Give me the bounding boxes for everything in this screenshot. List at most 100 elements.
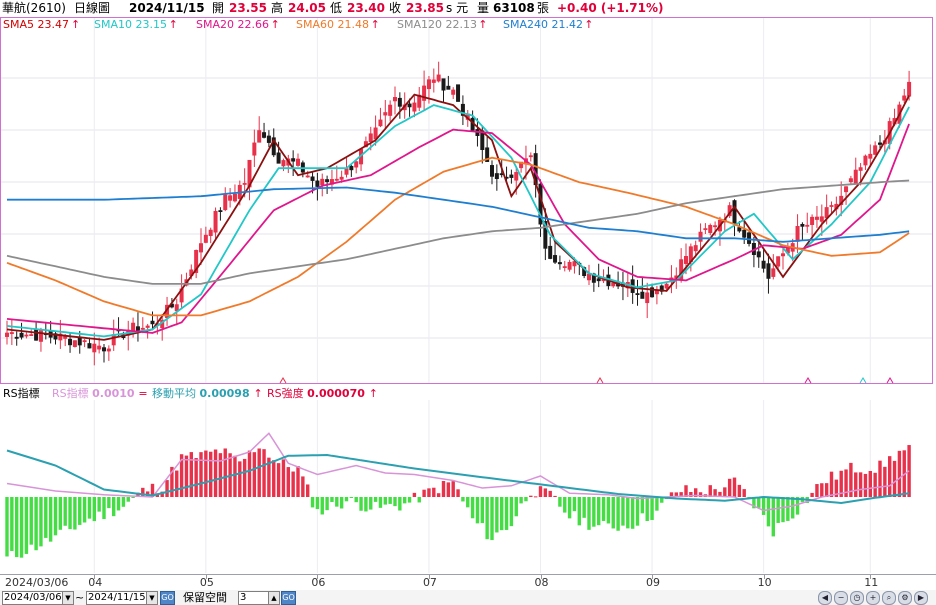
settings-icon[interactable]: ⚙ (898, 591, 912, 605)
rs-bar (286, 467, 290, 497)
candle-body (208, 229, 213, 237)
clock-icon[interactable]: ◷ (850, 591, 864, 605)
candle-body (441, 78, 446, 91)
rs-bar (325, 497, 329, 511)
rs-bar (398, 497, 402, 511)
candle-body (58, 333, 63, 341)
rs-bar (141, 487, 145, 497)
to-date-dropdown-icon[interactable]: ▼ (146, 591, 158, 605)
ma-line-sma5 (6, 93, 910, 341)
rs-bar (369, 497, 373, 510)
candle-body (223, 194, 228, 211)
candle-body (737, 227, 742, 232)
rs-bar (24, 497, 29, 554)
rs-indicator-chart[interactable]: RS指標 RS指標 0.0010 = 移動平均 0.00098 ↑ RS強度 0.00… (0, 384, 936, 574)
candle-body (747, 232, 752, 244)
rs-bar (524, 497, 528, 502)
date-range-tilde: ~ (75, 591, 85, 604)
search-icon[interactable]: ⌕ (882, 591, 896, 605)
rs-strength-bars (5, 445, 911, 558)
candle-body (485, 147, 490, 162)
candle-body (853, 169, 858, 185)
candle-body (732, 200, 737, 224)
rs-index-line (6, 432, 910, 512)
candle-body (344, 168, 349, 175)
candle-body (868, 153, 873, 159)
rs-bar (170, 466, 174, 497)
candle-body (703, 228, 708, 231)
rs-bar (548, 490, 552, 497)
rs-bar (339, 497, 344, 509)
moving-average-lines (6, 93, 910, 341)
rs-bar (73, 497, 77, 530)
candle-body (460, 103, 465, 116)
from-date-select[interactable]: 2024/03/06 (2, 591, 63, 605)
candle-body (810, 216, 815, 225)
candle-body (242, 183, 247, 185)
rs-bar (490, 497, 494, 541)
rs-bar (335, 497, 339, 507)
scroll-left-icon[interactable]: ◀ (818, 591, 832, 605)
rs-bar (373, 497, 378, 502)
rs-bar (179, 454, 184, 497)
rs-bar (262, 449, 266, 497)
zoom-out-icon[interactable]: − (834, 591, 848, 605)
candle-body (436, 74, 441, 82)
candle-body (325, 179, 330, 183)
rs-bar (771, 497, 775, 537)
quote-header: 華航(2610) 日線圖 2024/11/15 開 23.55 高 24.05 … (0, 0, 936, 17)
rs-bar (349, 497, 354, 498)
ma-legend-sma20: SMA20 22.66 (196, 18, 269, 31)
from-date-dropdown-icon[interactable]: ▼ (62, 591, 74, 605)
reserve-space-stepper-icon[interactable]: ▲ (268, 591, 280, 605)
candle-body (422, 85, 427, 101)
bottom-toolbar: 2024/03/06 ▼ ~ 2024/11/15 ▼ GO 保留空間 3 ▲ … (0, 590, 936, 605)
rs-bar (674, 492, 678, 497)
to-date-select[interactable]: 2024/11/15 (86, 591, 147, 605)
rs-bar (359, 497, 363, 511)
candle-body (693, 245, 698, 252)
rs-bar (19, 497, 24, 558)
reserve-go-button[interactable]: GO (281, 591, 296, 605)
rs-bar (757, 497, 761, 508)
reserve-space-input[interactable]: 3 (238, 591, 269, 605)
candle-body (431, 79, 436, 83)
rs-bar (727, 478, 732, 497)
ma-legend-arrow: ↑ (371, 18, 380, 31)
rs-bar (160, 491, 164, 497)
zoom-in-icon[interactable]: + (866, 591, 880, 605)
candle-body (557, 262, 562, 265)
rs-bar (92, 497, 96, 522)
rs-bar (752, 497, 756, 509)
rs-bar (29, 497, 33, 545)
rs-bar (791, 497, 795, 519)
candle-body (640, 291, 645, 299)
ma-legend-sma240: SMA240 21.42 (503, 18, 583, 31)
price-chart[interactable]: SMA5 23.47 ↑ SMA10 23.15 ↑ SMA20 22.66 ↑ SMA60… (0, 17, 936, 384)
candle-body (310, 176, 315, 181)
rs-bar (436, 493, 441, 497)
rs-bar (650, 497, 654, 521)
candle-body (480, 130, 485, 150)
candle-body (863, 155, 868, 166)
rs-bar (863, 473, 868, 497)
rs-bar (218, 453, 223, 497)
candle-body (24, 334, 29, 337)
rs-bar (383, 497, 387, 505)
rs-bar (233, 455, 237, 497)
date-go-button[interactable]: GO (160, 591, 175, 605)
event-marker (804, 377, 812, 384)
candle-body (456, 84, 461, 102)
ma-line-sma20 (6, 123, 910, 334)
candle-body (848, 178, 853, 183)
candle-body (426, 79, 431, 90)
candle-body (5, 332, 10, 337)
scroll-right-icon[interactable]: ▶ (914, 591, 928, 605)
candle-body (271, 137, 276, 156)
rs-bar (393, 497, 397, 507)
rs-bar (175, 470, 179, 497)
candle-body (315, 180, 320, 187)
rs-bar (606, 497, 611, 524)
rs-bar (718, 491, 722, 497)
rs-bar (815, 484, 819, 497)
